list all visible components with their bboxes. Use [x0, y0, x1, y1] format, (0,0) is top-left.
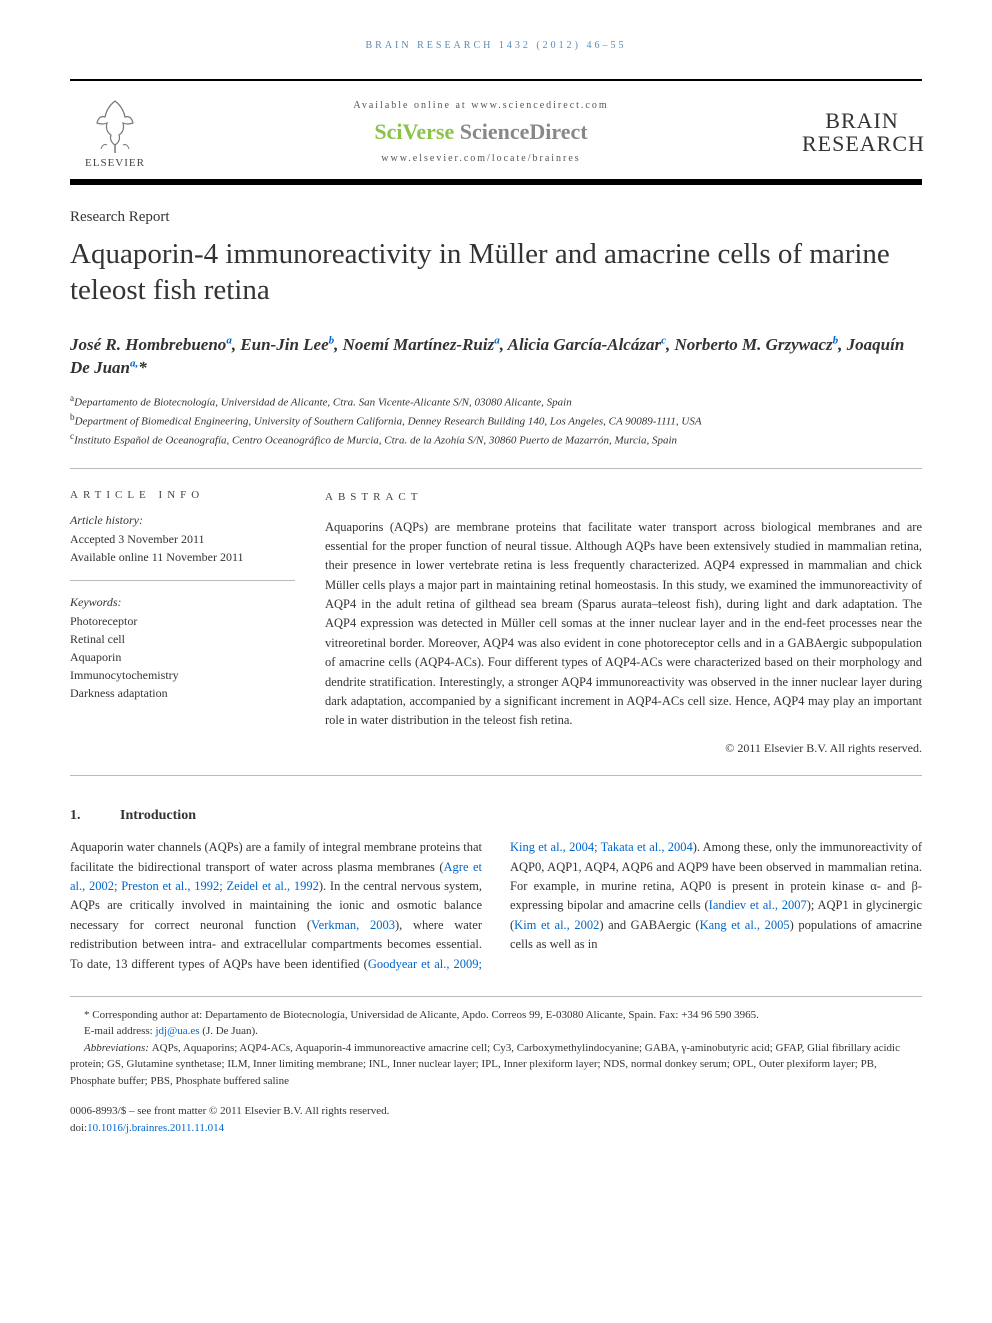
- body-text: Aquaporin water channels (AQPs) are a fa…: [70, 838, 922, 974]
- affiliation-a: aDepartamento de Biotecnología, Universi…: [70, 392, 922, 411]
- sciverse-logo: SciVerse ScienceDirect: [160, 119, 802, 145]
- accepted-date: Accepted 3 November 2011: [70, 530, 295, 548]
- banner-center: Available online at www.sciencedirect.co…: [160, 100, 802, 164]
- affiliations: aDepartamento de Biotecnología, Universi…: [70, 392, 922, 449]
- bottom-block: 0006-8993/$ – see front matter © 2011 El…: [70, 1103, 922, 1136]
- info-divider: [70, 580, 295, 581]
- abstract-text: Aquaporins (AQPs) are membrane proteins …: [325, 518, 922, 731]
- journal-logo: BRAIN RESEARCH: [802, 109, 922, 155]
- keyword: Retinal cell: [70, 630, 295, 648]
- abbreviations-line: Abbreviations: AQPs, Aquaporins; AQP4-AC…: [70, 1040, 922, 1090]
- header-citation: BRAIN RESEARCH 1432 (2012) 46–55: [70, 40, 922, 51]
- article-info-heading: ARTICLE INFO: [70, 489, 295, 501]
- footnotes: * Corresponding author at: Departamento …: [70, 996, 922, 1090]
- section-1-num: 1.: [70, 808, 120, 824]
- corresponding-author-note: * Corresponding author at: Departamento …: [70, 1007, 922, 1024]
- abstract-copyright: © 2011 Elsevier B.V. All rights reserved…: [325, 739, 922, 758]
- history-label: Article history:: [70, 513, 295, 528]
- section-1-heading: 1.Introduction: [70, 808, 922, 824]
- doi-line: doi:10.1016/j.brainres.2011.11.014: [70, 1120, 922, 1137]
- keyword: Aquaporin: [70, 648, 295, 666]
- info-abstract-row: ARTICLE INFO Article history: Accepted 3…: [70, 489, 922, 758]
- doi-link[interactable]: 10.1016/j.brainres.2011.11.014: [87, 1122, 224, 1134]
- keywords-list: PhotoreceptorRetinal cellAquaporinImmuno…: [70, 612, 295, 702]
- keyword: Photoreceptor: [70, 612, 295, 630]
- front-matter-line: 0006-8993/$ – see front matter © 2011 El…: [70, 1103, 922, 1120]
- divider: [70, 468, 922, 469]
- abstract-panel: ABSTRACT Aquaporins (AQPs) are membrane …: [325, 489, 922, 758]
- keywords-label: Keywords:: [70, 595, 295, 610]
- available-online-date: Available online 11 November 2011: [70, 548, 295, 566]
- journal-logo-line1: BRAIN: [802, 109, 922, 132]
- abstract-heading: ABSTRACT: [325, 489, 922, 506]
- authors-list: José R. Hombrebuenoa, Eun-Jin Leeb, Noem…: [70, 333, 922, 381]
- keyword: Darkness adaptation: [70, 684, 295, 702]
- elsevier-label: ELSEVIER: [85, 157, 145, 169]
- available-online-text: Available online at www.sciencedirect.co…: [160, 100, 802, 111]
- journal-url: www.elsevier.com/locate/brainres: [160, 153, 802, 164]
- journal-logo-line2: RESEARCH: [802, 132, 922, 155]
- divider-2: [70, 775, 922, 776]
- elsevier-tree-icon: [85, 95, 145, 155]
- affiliation-b: bDepartment of Biomedical Engineering, U…: [70, 411, 922, 430]
- affiliation-c: cInstituto Español de Oceanografía, Cent…: [70, 430, 922, 449]
- email-line: E-mail address: jdj@ua.es (J. De Juan).: [70, 1023, 922, 1040]
- sciverse-green: SciVerse: [374, 119, 454, 144]
- keyword: Immunocytochemistry: [70, 666, 295, 684]
- email-link[interactable]: jdj@ua.es: [155, 1025, 199, 1037]
- sciverse-gray: ScienceDirect: [454, 119, 587, 144]
- document-type: Research Report: [70, 209, 922, 226]
- elsevier-logo: ELSEVIER: [70, 95, 160, 169]
- section-1-title: Introduction: [120, 808, 196, 823]
- article-title: Aquaporin-4 immunoreactivity in Müller a…: [70, 236, 922, 309]
- article-info-panel: ARTICLE INFO Article history: Accepted 3…: [70, 489, 295, 758]
- journal-banner: ELSEVIER Available online at www.science…: [70, 79, 922, 185]
